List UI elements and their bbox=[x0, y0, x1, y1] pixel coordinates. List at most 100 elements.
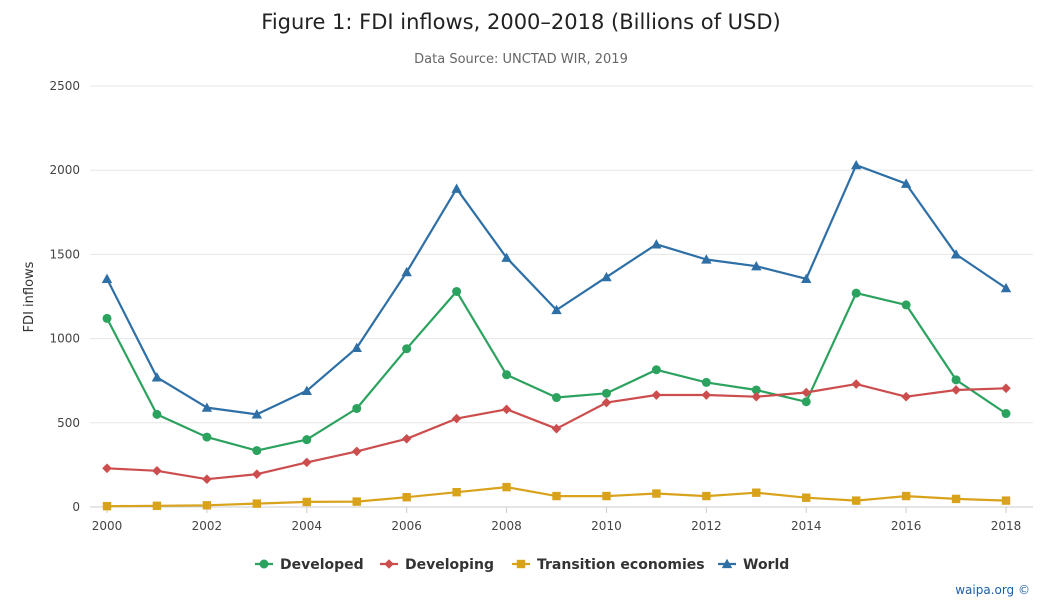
legend: Developed Developing Transition economies W… bbox=[255, 557, 789, 573]
point-transition-economies-2002[interactable] bbox=[202, 501, 212, 510]
legend-label: Transition economies bbox=[537, 557, 705, 573]
series-developed bbox=[102, 286, 1011, 456]
point-transition-economies-2012[interactable] bbox=[702, 491, 711, 501]
point-world-2003[interactable] bbox=[251, 409, 263, 419]
point-world-2007[interactable] bbox=[451, 183, 462, 193]
x-tick-label: 2004 bbox=[292, 519, 323, 533]
point-world-2008[interactable] bbox=[501, 252, 512, 262]
point-developed-2001[interactable] bbox=[152, 409, 162, 419]
point-developed-2018[interactable] bbox=[1001, 409, 1011, 419]
series-developing bbox=[102, 379, 1011, 485]
point-world-2000[interactable] bbox=[101, 273, 113, 283]
point-world-2018[interactable] bbox=[1000, 282, 1012, 293]
point-developed-2006[interactable] bbox=[402, 344, 412, 354]
point-world-2005[interactable] bbox=[351, 342, 362, 353]
point-world-2015[interactable] bbox=[850, 159, 862, 170]
point-transition-economies-2001[interactable] bbox=[152, 501, 162, 511]
point-world-2010[interactable] bbox=[601, 271, 612, 282]
point-world-2016[interactable] bbox=[900, 178, 912, 188]
point-world-2012[interactable] bbox=[701, 254, 712, 264]
point-developed-2012[interactable] bbox=[701, 377, 711, 387]
legend-label: World bbox=[743, 557, 789, 573]
point-developing-2002[interactable] bbox=[202, 474, 212, 485]
point-transition-economies-2017[interactable] bbox=[951, 494, 961, 504]
point-developing-2013[interactable] bbox=[751, 391, 762, 402]
point-transition-economies-2009[interactable] bbox=[552, 491, 561, 501]
point-transition-economies-2008[interactable] bbox=[502, 482, 511, 492]
point-transition-economies-2004[interactable] bbox=[302, 497, 311, 507]
legend-item-developed[interactable]: Developed bbox=[255, 557, 364, 573]
point-transition-economies-2016[interactable] bbox=[901, 491, 911, 501]
point-developing-2014[interactable] bbox=[801, 387, 812, 398]
point-developing-2015[interactable] bbox=[851, 379, 861, 389]
y-tick-label: 2000 bbox=[49, 163, 80, 177]
x-tick-label: 2012 bbox=[691, 519, 722, 533]
y-tick-label: 1500 bbox=[49, 247, 80, 261]
legend-item-transition-economies[interactable]: Transition economies bbox=[512, 557, 705, 573]
point-transition-economies-2013[interactable] bbox=[752, 488, 761, 497]
point-developing-2017[interactable] bbox=[951, 385, 961, 395]
point-developing-2009[interactable] bbox=[551, 423, 562, 434]
y-tick-label: 0 bbox=[72, 500, 80, 514]
point-developed-2003[interactable] bbox=[252, 446, 262, 456]
point-transition-economies-2007[interactable] bbox=[452, 487, 461, 497]
legend-item-world[interactable]: World bbox=[718, 557, 789, 573]
point-developed-2014[interactable] bbox=[801, 397, 811, 407]
point-developed-2007[interactable] bbox=[452, 286, 462, 296]
point-developing-2001[interactable] bbox=[152, 465, 162, 476]
point-developing-2010[interactable] bbox=[601, 397, 612, 408]
point-transition-economies-2006[interactable] bbox=[402, 493, 411, 502]
point-developed-2017[interactable] bbox=[951, 375, 961, 385]
point-developing-2005[interactable] bbox=[351, 446, 362, 457]
point-transition-economies-2003[interactable] bbox=[252, 499, 262, 508]
point-developed-2015[interactable] bbox=[851, 288, 861, 298]
point-developed-2008[interactable] bbox=[502, 370, 512, 380]
x-tick-label: 2000 bbox=[92, 519, 123, 533]
credit-text[interactable]: waipa.org © bbox=[955, 583, 1030, 597]
point-developed-2010[interactable] bbox=[601, 388, 611, 398]
point-world-2006[interactable] bbox=[401, 266, 412, 277]
point-world-2017[interactable] bbox=[950, 249, 962, 259]
point-developed-2009[interactable] bbox=[552, 393, 562, 403]
point-world-2002[interactable] bbox=[201, 402, 213, 412]
point-developed-2016[interactable] bbox=[901, 300, 911, 310]
series-transition-economies bbox=[102, 482, 1011, 511]
point-transition-economies-2010[interactable] bbox=[602, 491, 611, 501]
point-developing-2006[interactable] bbox=[401, 433, 412, 444]
point-developed-2000[interactable] bbox=[102, 313, 112, 323]
point-transition-economies-2005[interactable] bbox=[352, 497, 361, 506]
legend-item-developing[interactable]: Developing bbox=[380, 557, 494, 573]
legend-label: Developed bbox=[280, 557, 364, 573]
point-developed-2002[interactable] bbox=[202, 432, 212, 442]
point-world-2001[interactable] bbox=[151, 372, 163, 382]
point-developed-2005[interactable] bbox=[352, 403, 362, 413]
point-developing-2011[interactable] bbox=[651, 390, 662, 400]
point-developed-2013[interactable] bbox=[751, 385, 761, 395]
x-tick-label: 2014 bbox=[791, 519, 822, 533]
point-developing-2018[interactable] bbox=[1001, 383, 1011, 394]
legend-symbol-triangle bbox=[721, 558, 733, 569]
point-developing-2000[interactable] bbox=[102, 463, 112, 474]
point-transition-economies-2014[interactable] bbox=[802, 493, 811, 502]
point-world-2014[interactable] bbox=[801, 273, 812, 283]
point-developing-2008[interactable] bbox=[501, 404, 512, 415]
point-transition-economies-2015[interactable] bbox=[851, 496, 861, 505]
y-axis-label: FDI inflows bbox=[22, 261, 37, 332]
point-developed-2011[interactable] bbox=[651, 365, 661, 375]
point-transition-economies-2018[interactable] bbox=[1001, 496, 1011, 505]
point-developing-2007[interactable] bbox=[451, 413, 462, 424]
point-world-2009[interactable] bbox=[551, 304, 562, 315]
point-transition-economies-2011[interactable] bbox=[652, 489, 661, 498]
legend-symbol-circle bbox=[259, 559, 269, 569]
point-developing-2012[interactable] bbox=[701, 390, 712, 400]
point-transition-economies-2000[interactable] bbox=[102, 501, 112, 511]
point-world-2004[interactable] bbox=[301, 385, 312, 395]
point-world-2013[interactable] bbox=[751, 260, 762, 271]
point-developing-2016[interactable] bbox=[901, 391, 911, 402]
y-tick-label: 500 bbox=[57, 416, 80, 430]
point-developing-2003[interactable] bbox=[252, 469, 262, 479]
point-developing-2004[interactable] bbox=[301, 457, 312, 468]
point-world-2011[interactable] bbox=[651, 239, 662, 249]
point-developed-2004[interactable] bbox=[302, 435, 312, 445]
